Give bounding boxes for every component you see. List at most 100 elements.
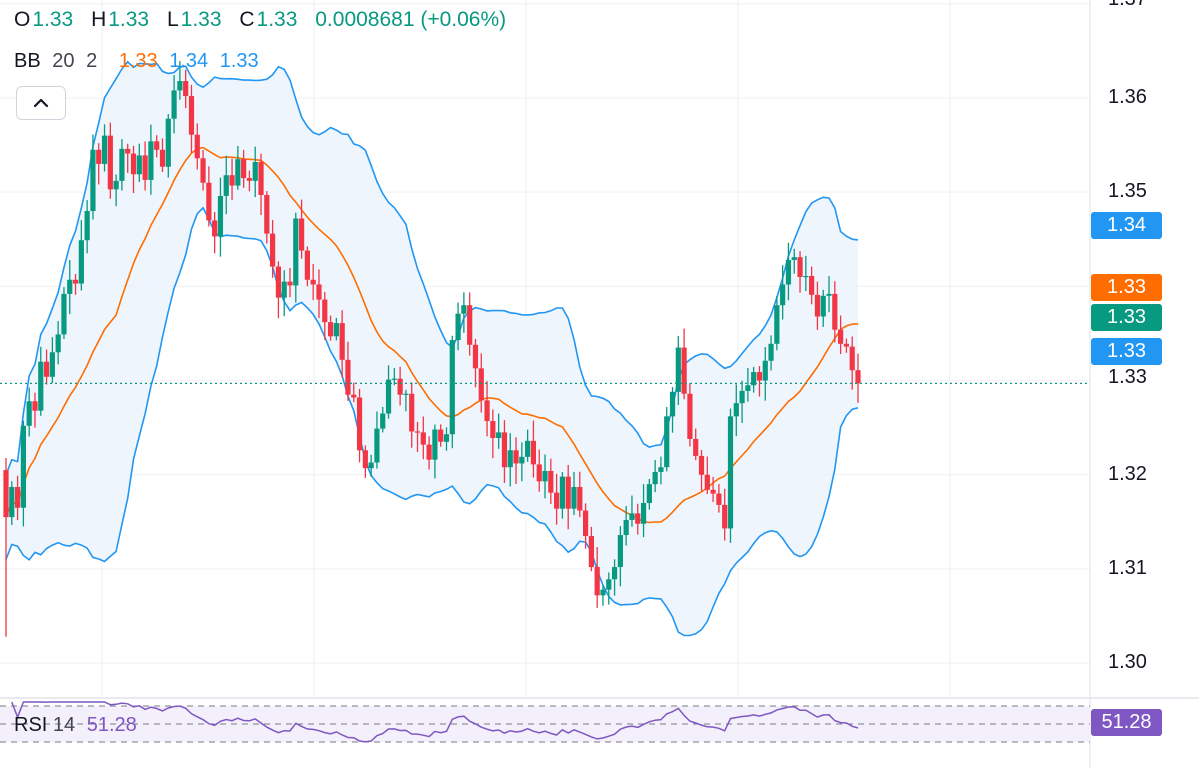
candle-body — [449, 340, 455, 435]
collapse-legend-button[interactable] — [16, 86, 66, 120]
candle-body — [136, 155, 142, 175]
bollinger-upper-line — [5, 60, 859, 476]
bollinger-basis-line — [5, 146, 859, 524]
candle-body — [356, 397, 363, 451]
candle-body — [316, 284, 322, 300]
candle-body — [212, 220, 218, 237]
candle-body — [171, 90, 177, 119]
candle-body — [710, 489, 716, 494]
candle-body — [751, 372, 757, 386]
rsi-value-tag: 51.28 — [1091, 709, 1162, 736]
candle-body — [472, 344, 479, 369]
price-tick-label: 1.31 — [1108, 556, 1147, 579]
candle-body — [629, 513, 635, 520]
candle-body — [275, 266, 282, 298]
candle-body — [310, 279, 316, 285]
candle-body — [229, 175, 235, 186]
candle-body — [9, 486, 15, 518]
candle-body — [484, 400, 490, 422]
candle-body — [304, 250, 310, 280]
candle-body — [478, 368, 484, 401]
candle-body — [496, 432, 502, 439]
bb-upper-price-tag: 1.34 — [1091, 212, 1162, 239]
rsi-legend[interactable]: RSI 14 51.28 — [14, 714, 137, 737]
candle-body — [258, 162, 264, 195]
candle-body — [664, 416, 670, 468]
candle-body — [72, 279, 79, 284]
candle-body — [600, 589, 606, 596]
candle-body — [432, 429, 438, 460]
candle-body — [681, 347, 687, 394]
price-tick-label: 1.30 — [1108, 651, 1147, 674]
candle-body — [223, 175, 229, 196]
candle-body — [362, 450, 368, 469]
candle-body — [270, 233, 276, 267]
candle-body — [490, 421, 496, 439]
candle-body — [606, 579, 612, 590]
candle-body — [252, 162, 258, 181]
candle-body — [78, 240, 84, 284]
candle-body — [826, 293, 832, 296]
candle-body — [501, 432, 508, 468]
candle-body — [206, 182, 212, 221]
price-tick-label: 1.33 — [1108, 365, 1147, 388]
candle-body — [183, 81, 189, 97]
candle-body — [809, 275, 815, 295]
candle-body — [652, 471, 658, 485]
candle-body — [635, 513, 641, 524]
candle-body — [49, 352, 55, 377]
candle-body — [588, 535, 594, 568]
candle-body — [90, 149, 96, 212]
candle-body — [704, 474, 710, 490]
high-value: 1.33 — [108, 8, 150, 31]
candle-body — [298, 218, 305, 251]
candle-body — [582, 510, 589, 536]
price-tick-label: 1.32 — [1108, 462, 1147, 485]
candle-body — [658, 467, 664, 472]
candle-body — [577, 486, 583, 511]
close-label: C — [239, 8, 255, 31]
candle-body — [188, 96, 195, 135]
ohlc-legend: O1.33 H1.33 L1.33 C1.33 0.0008681 (+0.06… — [14, 8, 518, 32]
candle-body — [154, 141, 160, 150]
candle-body — [785, 259, 792, 285]
candle-body — [159, 149, 166, 167]
bb-name: BB — [14, 50, 41, 72]
candle-body — [241, 159, 247, 179]
bb-lower-value: 1.33 — [219, 50, 259, 72]
candle-body — [264, 194, 270, 234]
candle-body — [623, 519, 629, 536]
candle-body — [571, 486, 577, 509]
candle-body — [397, 378, 403, 395]
candle-body — [43, 361, 50, 377]
candle-body — [420, 432, 426, 445]
candle-body — [14, 486, 21, 508]
candle-body — [322, 299, 328, 323]
rsi-value: 51.28 — [86, 714, 137, 736]
price-tick-label: 1.37 — [1108, 0, 1147, 11]
candle-body — [843, 343, 850, 347]
candle-body — [565, 476, 571, 509]
candle-body — [96, 149, 102, 164]
candle-body — [513, 450, 519, 464]
candle-body — [542, 470, 548, 482]
last-price-tag: 1.33 — [1091, 304, 1162, 331]
bollinger-legend[interactable]: BB 20 2 1.33 1.34 1.33 — [14, 50, 265, 73]
candle-body — [768, 343, 774, 361]
price-tick-label: 1.36 — [1108, 85, 1147, 108]
candle-body — [327, 322, 334, 337]
open-value: 1.33 — [32, 8, 74, 31]
candle-body — [733, 403, 739, 417]
candle-body — [617, 535, 623, 568]
candle-body — [107, 135, 113, 190]
candle-body — [687, 393, 693, 439]
candle-body — [594, 567, 600, 596]
candle-body — [32, 401, 38, 411]
candle-body — [780, 284, 786, 306]
candle-body — [351, 394, 357, 398]
candle-body — [727, 416, 734, 529]
candle-body — [200, 158, 206, 183]
candle-body — [611, 567, 618, 580]
candle-body — [438, 429, 444, 442]
